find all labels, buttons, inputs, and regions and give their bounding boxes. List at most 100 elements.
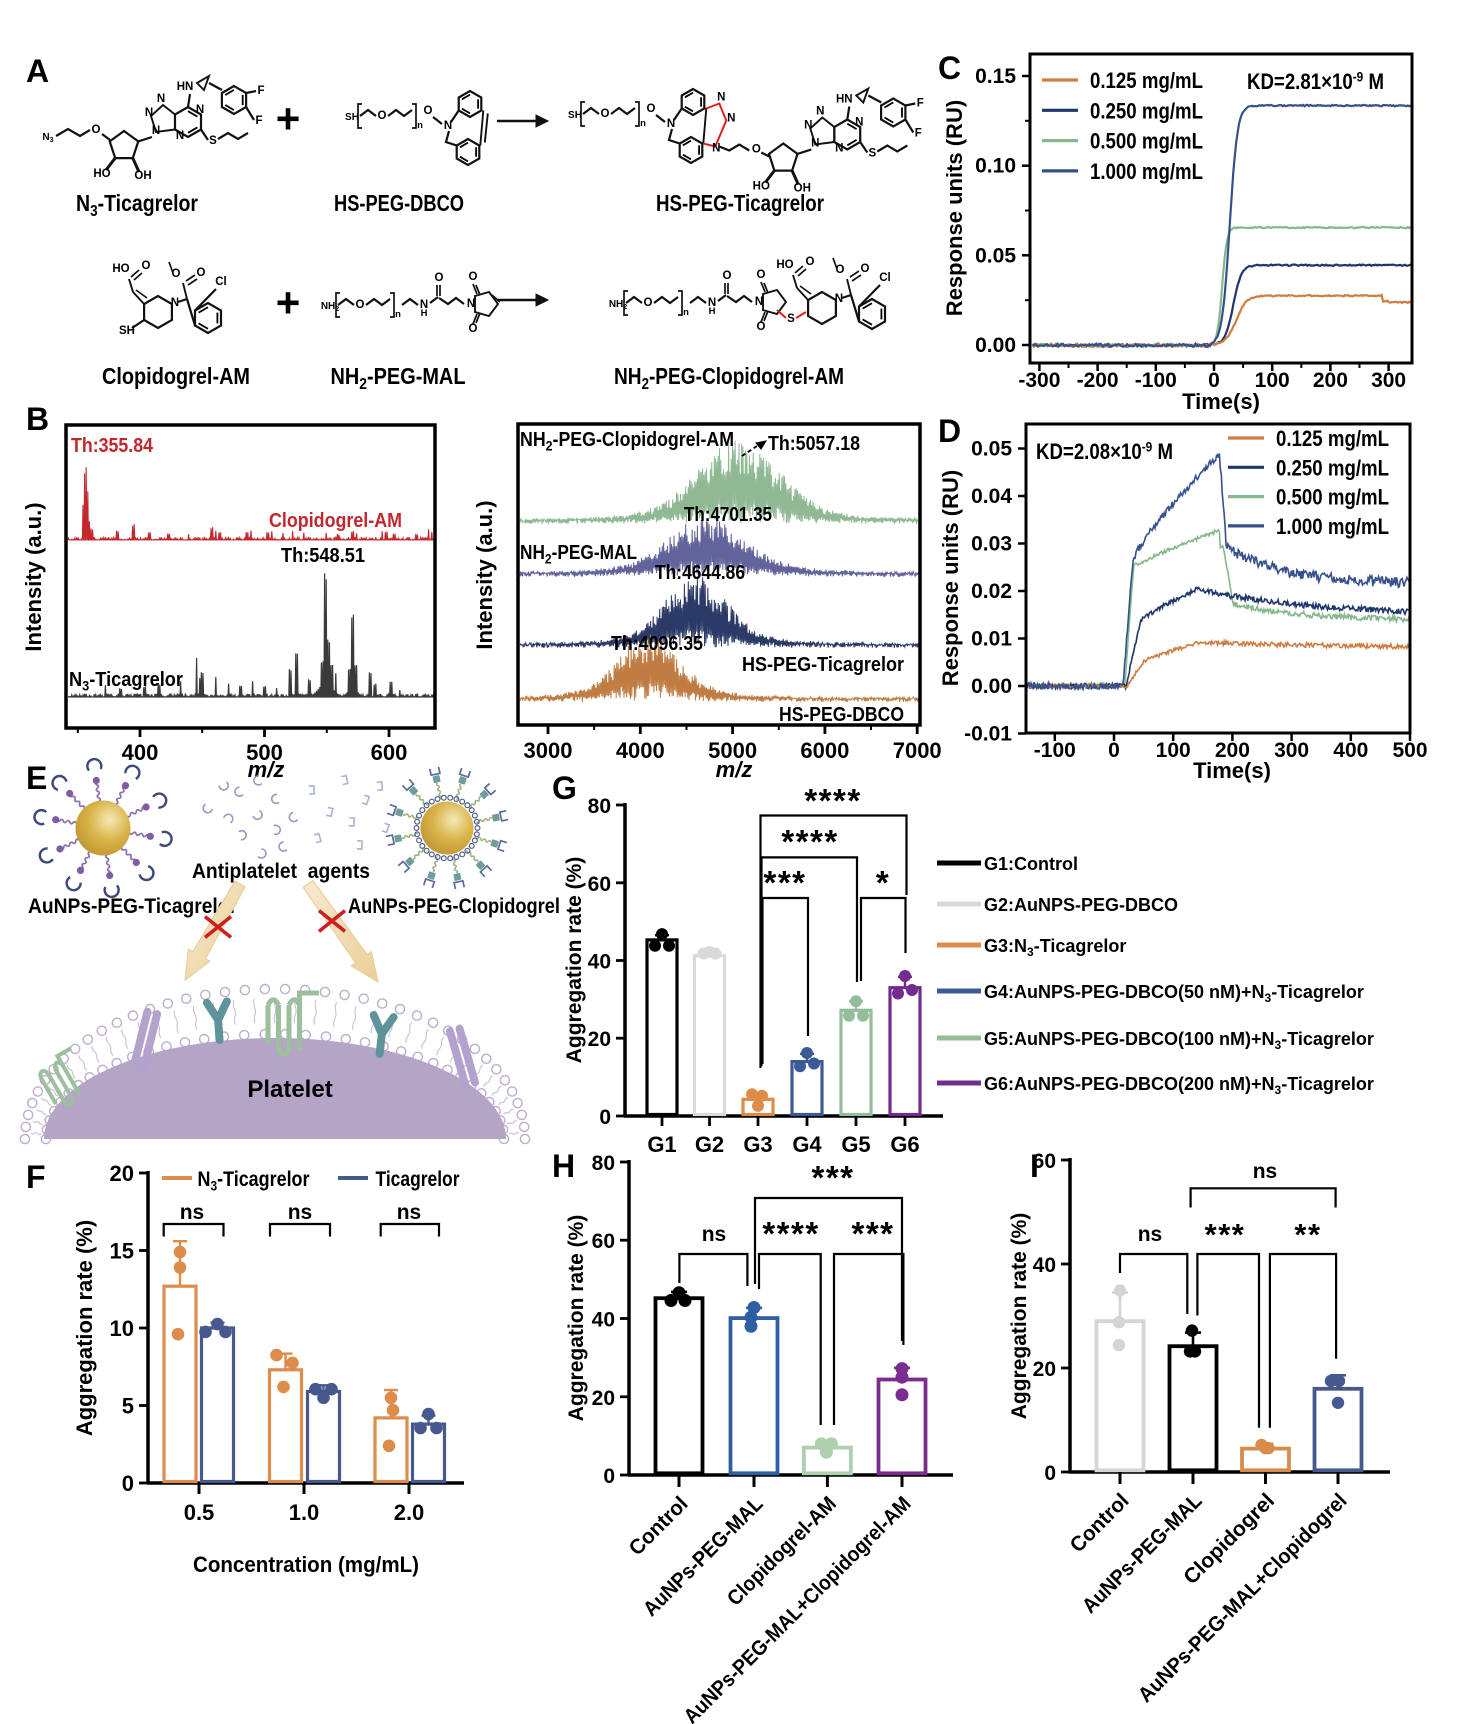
svg-text:0.5: 0.5	[184, 1500, 215, 1525]
svg-text:40: 40	[588, 951, 611, 974]
svg-text:Aggregation rate (%): Aggregation rate (%)	[565, 1215, 588, 1422]
svg-text:N: N	[667, 118, 675, 130]
svg-text:NH2-PEG-MAL: NH2-PEG-MAL	[520, 542, 637, 566]
svg-text:O: O	[806, 256, 815, 268]
svg-text:N: N	[444, 120, 452, 132]
svg-text:Th:5057.18: Th:5057.18	[768, 433, 860, 455]
svg-text:Th:355.84: Th:355.84	[71, 435, 154, 457]
svg-text:HN: HN	[177, 81, 194, 93]
svg-text:Cl: Cl	[879, 272, 891, 284]
svg-text:N: N	[712, 143, 720, 155]
svg-text:6000: 6000	[800, 738, 849, 763]
svg-text:**: **	[1294, 1217, 1321, 1252]
svg-text:n: n	[640, 118, 646, 129]
svg-text:O: O	[435, 272, 444, 284]
svg-text:N: N	[152, 125, 160, 137]
svg-text:O: O	[644, 297, 653, 309]
svg-text:SH: SH	[568, 110, 582, 121]
svg-text:N: N	[145, 107, 153, 119]
svg-text:m/z: m/z	[716, 757, 753, 782]
svg-text:KD=2.08×10-9 M: KD=2.08×10-9 M	[1036, 439, 1173, 464]
svg-text:F: F	[26, 1159, 46, 1195]
svg-text:O: O	[601, 108, 610, 120]
svg-text:0.02: 0.02	[971, 580, 1012, 603]
svg-text:HS-PEG-Ticagrelor: HS-PEG-Ticagrelor	[742, 654, 904, 676]
svg-text:400: 400	[122, 740, 159, 765]
svg-text:7000: 7000	[893, 738, 942, 763]
svg-text:G6: G6	[890, 1132, 919, 1157]
svg-text:200: 200	[1215, 739, 1250, 762]
svg-text:G5: G5	[841, 1132, 870, 1157]
svg-text:100: 100	[1156, 739, 1191, 762]
svg-text:****: ****	[804, 782, 861, 819]
svg-text:O: O	[469, 323, 478, 335]
svg-text:-200: -200	[1077, 369, 1119, 392]
svg-text:0: 0	[1108, 739, 1120, 762]
svg-text:O: O	[424, 105, 433, 117]
svg-text:0.05: 0.05	[971, 438, 1012, 461]
svg-text:5000: 5000	[708, 738, 757, 763]
svg-text:0: 0	[1208, 369, 1220, 392]
svg-text:40: 40	[592, 1309, 615, 1332]
svg-text:0.03: 0.03	[971, 533, 1012, 556]
svg-text:Th:548.51: Th:548.51	[281, 545, 365, 567]
svg-text:Cl: Cl	[215, 276, 227, 288]
svg-text:0.00: 0.00	[971, 675, 1012, 698]
svg-text:+: +	[276, 95, 301, 142]
svg-text:Aggregation rate (%): Aggregation rate (%)	[1008, 1213, 1031, 1420]
svg-text:N: N	[196, 104, 204, 116]
svg-text:G6:AuNPS-PEG-DBCO(200 nM)+N3-T: G6:AuNPS-PEG-DBCO(200 nM)+N3-Ticagrelor	[984, 1074, 1374, 1097]
svg-text:S: S	[209, 135, 217, 147]
svg-text:NH2: NH2	[321, 301, 339, 313]
svg-text:E: E	[26, 760, 47, 796]
svg-text:N3: N3	[42, 132, 53, 144]
svg-text:G3: G3	[743, 1132, 772, 1157]
svg-text:0.250 mg/mL: 0.250 mg/mL	[1276, 455, 1389, 480]
svg-text:0.10: 0.10	[975, 155, 1016, 178]
svg-text:0.125 mg/mL: 0.125 mg/mL	[1090, 68, 1203, 93]
svg-text:N: N	[811, 138, 819, 150]
svg-text:15: 15	[110, 1239, 134, 1264]
svg-text:N: N	[755, 296, 763, 308]
svg-text:HS-PEG-DBCO: HS-PEG-DBCO	[779, 704, 904, 726]
svg-text:0: 0	[603, 1465, 615, 1488]
svg-text:F: F	[917, 98, 924, 110]
svg-text:H: H	[552, 1148, 575, 1184]
svg-text:G2: G2	[695, 1132, 724, 1157]
svg-text:G2:AuNPS-PEG-DBCO: G2:AuNPS-PEG-DBCO	[984, 895, 1178, 915]
svg-text:N3-Ticagrelor: N3-Ticagrelor	[69, 669, 183, 693]
svg-text:Antiplatelet agents: Antiplatelet agents	[192, 860, 370, 883]
svg-text:O: O	[757, 321, 766, 333]
svg-text:G1: G1	[647, 1132, 676, 1157]
svg-text:20: 20	[592, 1387, 615, 1410]
svg-text:G4:AuNPS-PEG-DBCO(50 nM)+N3-Ti: G4:AuNPS-PEG-DBCO(50 nM)+N3-Ticagrelor	[984, 982, 1364, 1005]
svg-text:Aggregation rate (%): Aggregation rate (%)	[563, 857, 586, 1064]
svg-text:O: O	[92, 124, 101, 136]
svg-text:O: O	[723, 270, 732, 282]
svg-text:O: O	[836, 264, 845, 276]
svg-text:NH2-PEG-Clopidogrel-AM: NH2-PEG-Clopidogrel-AM	[520, 429, 734, 453]
svg-text:O: O	[752, 144, 761, 156]
svg-text:*: *	[876, 864, 890, 901]
svg-text:S: S	[787, 313, 795, 325]
svg-text:0.500 mg/mL: 0.500 mg/mL	[1090, 129, 1203, 154]
svg-text:N: N	[467, 298, 475, 310]
svg-text:HN: HN	[836, 94, 853, 106]
svg-text:+: +	[276, 279, 301, 326]
svg-text:O: O	[356, 299, 365, 311]
svg-text:20: 20	[110, 1161, 134, 1186]
svg-text:0.05: 0.05	[975, 244, 1016, 267]
svg-text:1.000 mg/mL: 1.000 mg/mL	[1090, 159, 1203, 184]
svg-text:N: N	[804, 120, 812, 132]
svg-text:ns: ns	[1253, 1160, 1278, 1183]
svg-text:3000: 3000	[524, 738, 573, 763]
svg-text:D: D	[938, 413, 961, 449]
svg-text:20: 20	[588, 1028, 611, 1051]
svg-text:G1:Control: G1:Control	[984, 854, 1078, 874]
svg-text:200: 200	[1313, 369, 1348, 392]
svg-text:-300: -300	[1018, 369, 1060, 392]
svg-text:40: 40	[1033, 1254, 1056, 1277]
svg-text:n: n	[417, 120, 423, 131]
svg-text:N: N	[708, 297, 716, 309]
svg-text:Response units (RU): Response units (RU)	[938, 470, 963, 686]
